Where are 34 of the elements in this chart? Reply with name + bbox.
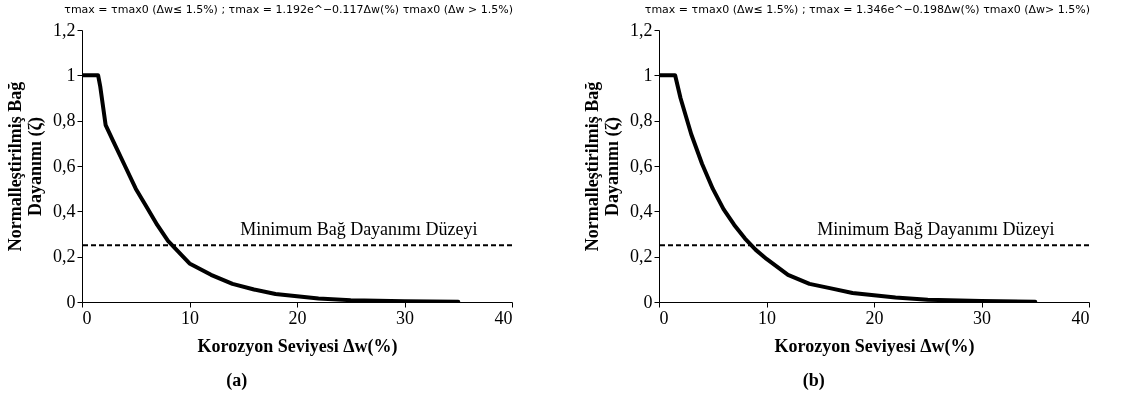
y-tick-label: 0,6: [630, 155, 653, 176]
y-tick-label: 0,4: [630, 200, 653, 221]
y-tick-label: 0: [66, 291, 76, 312]
y-tick-label: 0,4: [53, 200, 76, 221]
y-tick-label: 0: [643, 291, 653, 312]
y-tick-label: 0,6: [53, 155, 76, 176]
y-tick-label: 0,2: [630, 246, 653, 267]
x-tick-label: 20: [288, 307, 307, 328]
x-tick-label: 10: [758, 307, 776, 328]
text: (a): [226, 370, 248, 391]
text: (b): [802, 370, 825, 391]
ref-line-label: Minimum Bağ Dayanımı Düzeyi: [817, 219, 1055, 240]
chart-title: τmax = τmax0 (Δw≤ 1.5%) ; τmax = 1.346e^−0.198Δw(%) τmax0 (Δw> 1.5%): [644, 3, 1090, 16]
y-axis-title: Normalleştirilmiş Bağ Dayanımı (ζ): [582, 81, 623, 252]
chart-title: τmax = τmax0 (Δw≤ 1.5%) ; τmax = 1.192e^−0.117Δw(%) τmax0 (Δw > 1.5%): [64, 3, 513, 16]
y-tick-label: 1: [643, 64, 653, 85]
x-tick-label: 0: [82, 307, 92, 328]
y-tick-label: 0,2: [53, 246, 76, 267]
x-tick-label: 40: [1071, 307, 1090, 328]
x-tick-label: 0: [659, 307, 669, 328]
y-tick-label: 1,2: [53, 19, 76, 40]
x-tick-label: 30: [973, 307, 991, 328]
x-axis-title: Korozyon Seviyesi Δw(%): [197, 335, 398, 357]
y-axis-title: Normalleştirilmiş Bağ Dayanımı (ζ): [5, 81, 46, 252]
x-tick-label: 40: [494, 307, 513, 328]
x-tick-label: 10: [181, 307, 199, 328]
x-tick-label: 20: [865, 307, 884, 328]
y-tick-label: 0,8: [53, 110, 76, 131]
y-tick-label: 1,2: [630, 19, 653, 40]
x-axis-title: Korozyon Seviyesi Δw(%): [774, 335, 975, 357]
y-tick-label: 0,8: [630, 110, 653, 131]
y-tick-label: 1: [66, 64, 76, 85]
x-tick-label: 30: [396, 307, 414, 328]
ref-line-label: Minimum Bağ Dayanımı Düzeyi: [240, 219, 478, 240]
